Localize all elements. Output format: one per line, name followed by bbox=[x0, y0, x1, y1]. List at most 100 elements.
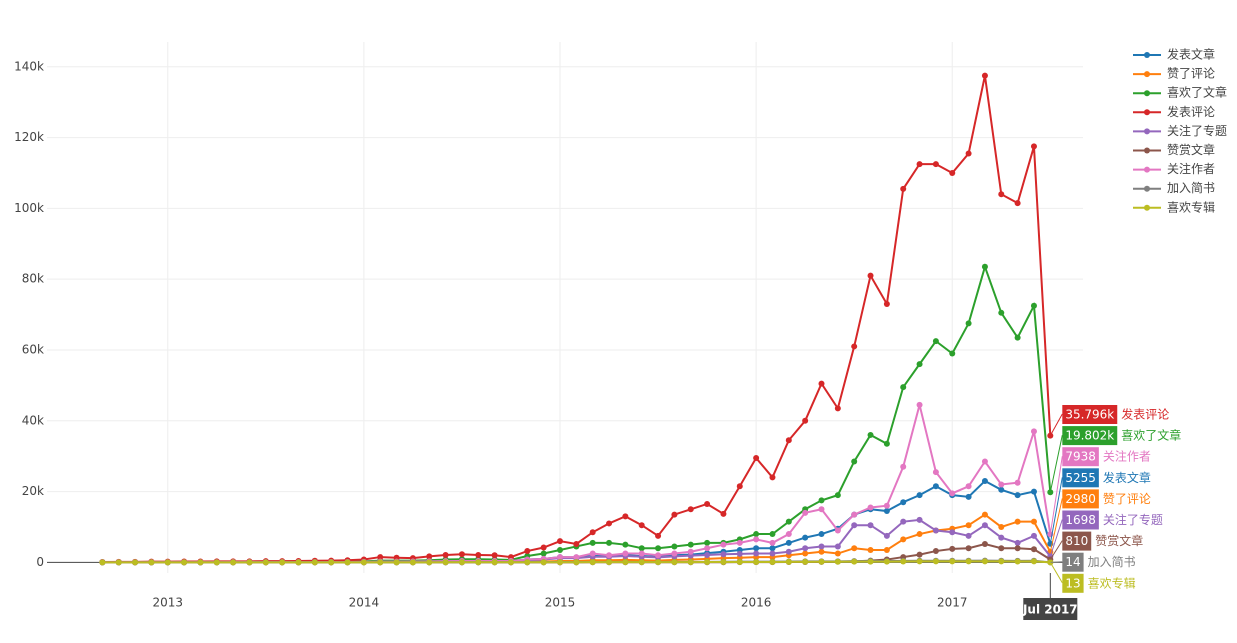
point bbox=[426, 559, 433, 566]
point bbox=[704, 551, 711, 558]
point bbox=[965, 545, 972, 552]
point bbox=[834, 527, 841, 534]
point bbox=[148, 559, 155, 566]
point bbox=[213, 559, 220, 566]
hover-box bbox=[1062, 426, 1118, 446]
legend-swatch-dot bbox=[1144, 71, 1150, 78]
point bbox=[965, 522, 972, 529]
hover-value: 5255 bbox=[1065, 471, 1096, 485]
legend-label: 喜欢了文章 bbox=[1167, 85, 1227, 100]
point bbox=[851, 458, 858, 465]
point bbox=[638, 545, 645, 552]
point bbox=[753, 558, 760, 565]
legend-swatch-dot bbox=[1144, 90, 1150, 97]
point bbox=[736, 483, 743, 490]
point bbox=[507, 559, 514, 566]
point bbox=[246, 559, 253, 566]
point bbox=[851, 522, 858, 529]
point bbox=[998, 534, 1005, 541]
y-tick-label: 20k bbox=[22, 484, 44, 498]
point bbox=[736, 539, 743, 546]
point bbox=[279, 559, 286, 566]
hover-box bbox=[1062, 468, 1099, 488]
point bbox=[981, 511, 988, 518]
point bbox=[458, 551, 465, 558]
point bbox=[883, 532, 890, 539]
hover-leader bbox=[1049, 562, 1063, 584]
point bbox=[965, 558, 972, 565]
hover-value: 19.802k bbox=[1065, 429, 1114, 443]
point bbox=[606, 559, 613, 566]
hover-value: 13 bbox=[1065, 576, 1080, 590]
hover-value: 1698 bbox=[1065, 513, 1096, 527]
legend-label: 喜欢专辑 bbox=[1167, 199, 1215, 214]
point bbox=[818, 558, 825, 565]
point bbox=[932, 558, 939, 565]
point bbox=[377, 554, 384, 561]
legend-swatch-dot bbox=[1144, 109, 1150, 116]
point bbox=[769, 531, 776, 538]
point bbox=[671, 559, 678, 566]
point bbox=[753, 536, 760, 543]
point bbox=[769, 474, 776, 481]
y-tick-label: 40k bbox=[22, 413, 44, 427]
point bbox=[524, 559, 531, 566]
legend-swatch-dot bbox=[1144, 52, 1150, 58]
point bbox=[981, 477, 988, 484]
point bbox=[1014, 479, 1021, 486]
point bbox=[606, 520, 613, 527]
point bbox=[900, 518, 907, 525]
point bbox=[981, 72, 988, 79]
point bbox=[785, 558, 792, 565]
point bbox=[344, 559, 351, 566]
point bbox=[671, 511, 678, 518]
point bbox=[1014, 518, 1021, 525]
point bbox=[916, 558, 923, 565]
hover-leader bbox=[1049, 477, 1063, 544]
point bbox=[851, 545, 858, 552]
point bbox=[1014, 558, 1021, 565]
hover-name: 发表评论 bbox=[1121, 407, 1169, 422]
point bbox=[1030, 558, 1037, 565]
hover-x-label: Jul 2017 bbox=[1022, 603, 1078, 617]
legend-swatch-dot bbox=[1144, 147, 1150, 154]
point bbox=[785, 518, 792, 525]
x-tick-label: 2014 bbox=[349, 596, 380, 610]
point bbox=[949, 169, 956, 176]
point bbox=[900, 536, 907, 543]
point bbox=[736, 558, 743, 565]
point bbox=[949, 529, 956, 536]
point bbox=[1030, 518, 1037, 525]
point bbox=[998, 545, 1005, 552]
point bbox=[573, 559, 580, 566]
x-tick-label: 2013 bbox=[152, 596, 183, 610]
point bbox=[475, 559, 482, 566]
point bbox=[540, 559, 547, 566]
point bbox=[818, 531, 825, 538]
hover-value: 810 bbox=[1065, 534, 1088, 548]
hover-name: 喜欢专辑 bbox=[1088, 575, 1136, 590]
legend-label: 发表评论 bbox=[1167, 104, 1215, 119]
point bbox=[638, 522, 645, 529]
point bbox=[589, 539, 596, 546]
hover-value: 7938 bbox=[1065, 450, 1096, 464]
point bbox=[900, 499, 907, 506]
point bbox=[769, 539, 776, 546]
point bbox=[1030, 143, 1037, 150]
point bbox=[132, 559, 139, 566]
legend-swatch-dot bbox=[1144, 166, 1150, 173]
point bbox=[687, 541, 694, 548]
legend-label: 赞赏文章 bbox=[1167, 142, 1215, 157]
point bbox=[883, 502, 890, 509]
point bbox=[557, 546, 563, 553]
point bbox=[720, 510, 727, 517]
hover-leader bbox=[1049, 413, 1063, 436]
point bbox=[981, 540, 988, 547]
point bbox=[965, 493, 972, 500]
point bbox=[638, 559, 645, 566]
point bbox=[883, 558, 890, 565]
point bbox=[867, 272, 874, 279]
point bbox=[867, 431, 874, 438]
point bbox=[851, 511, 858, 518]
hover-leader bbox=[1049, 498, 1063, 552]
